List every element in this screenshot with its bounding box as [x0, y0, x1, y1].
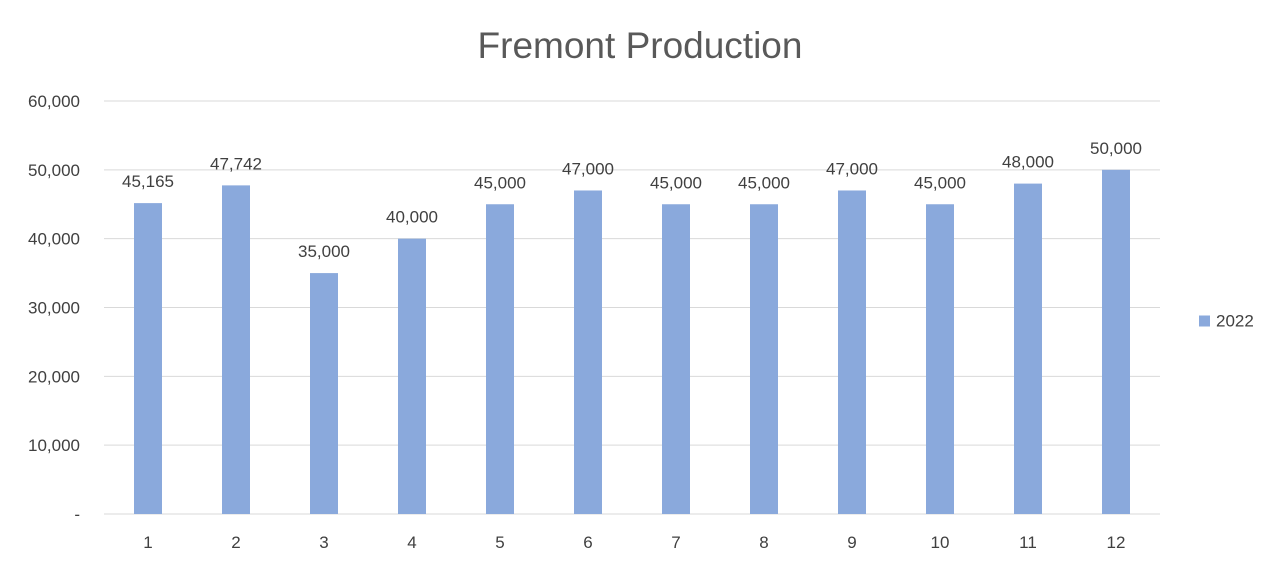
x-tick-label: 1: [143, 533, 152, 552]
data-label-9: 47,000: [826, 159, 878, 178]
y-tick-label: 10,000: [28, 436, 80, 455]
x-tick-label: 5: [495, 533, 504, 552]
data-label-5: 45,000: [474, 173, 526, 192]
bar-2: [222, 185, 250, 514]
data-label-8: 45,000: [738, 173, 790, 192]
x-axis-tick-labels: 1 2 3 4 5 6 7 8 9 10 11 12: [143, 533, 1125, 552]
data-labels: 45,165 47,742 35,000 40,000 45,000 47,000 45,0…: [122, 139, 1142, 261]
x-tick-label: 10: [931, 533, 950, 552]
y-tick-label: 60,000: [28, 92, 80, 111]
legend-swatch: [1199, 315, 1210, 327]
data-label-10: 45,000: [914, 173, 966, 192]
x-tick-label: 6: [583, 533, 592, 552]
x-tick-label: 7: [671, 533, 680, 552]
bar-8: [750, 204, 778, 514]
bar-6: [574, 190, 602, 514]
chart-title: Fremont Production: [478, 25, 803, 66]
y-tick-label: -: [74, 505, 80, 524]
x-tick-label: 3: [319, 533, 328, 552]
gridlines: [104, 100, 1160, 515]
x-tick-label: 4: [407, 533, 416, 552]
y-tick-label: 30,000: [28, 299, 80, 318]
data-label-6: 47,000: [562, 159, 614, 178]
data-label-12: 50,000: [1090, 139, 1142, 158]
bar-9: [838, 190, 866, 514]
bar-12: [1102, 169, 1130, 515]
data-label-3: 35,000: [298, 242, 350, 261]
bar-11: [1014, 183, 1042, 514]
y-tick-label: 20,000: [28, 367, 80, 386]
x-tick-label: 8: [759, 533, 768, 552]
y-tick-label: 50,000: [28, 161, 80, 180]
bar-1: [134, 203, 162, 514]
bars: [134, 169, 1130, 515]
x-tick-label: 11: [1019, 533, 1037, 552]
legend-label: 2022: [1216, 312, 1254, 331]
bar-7: [662, 204, 690, 514]
x-tick-label: 2: [231, 533, 240, 552]
data-label-1: 45,165: [122, 172, 174, 191]
x-tick-label: 12: [1107, 533, 1126, 552]
data-label-11: 48,000: [1002, 153, 1054, 172]
bar-5: [486, 204, 514, 514]
y-tick-label: 40,000: [28, 230, 80, 249]
data-label-2: 47,742: [210, 154, 262, 173]
y-axis-tick-labels: - 10,000 20,000 30,000 40,000 50,000 60,000: [28, 92, 80, 524]
data-label-4: 40,000: [386, 208, 438, 227]
bar-4: [398, 238, 426, 514]
x-tick-label: 9: [847, 533, 856, 552]
data-label-7: 45,000: [650, 173, 702, 192]
legend: 2022: [1199, 312, 1254, 331]
bar-10: [926, 204, 954, 514]
bar-3: [310, 273, 338, 514]
